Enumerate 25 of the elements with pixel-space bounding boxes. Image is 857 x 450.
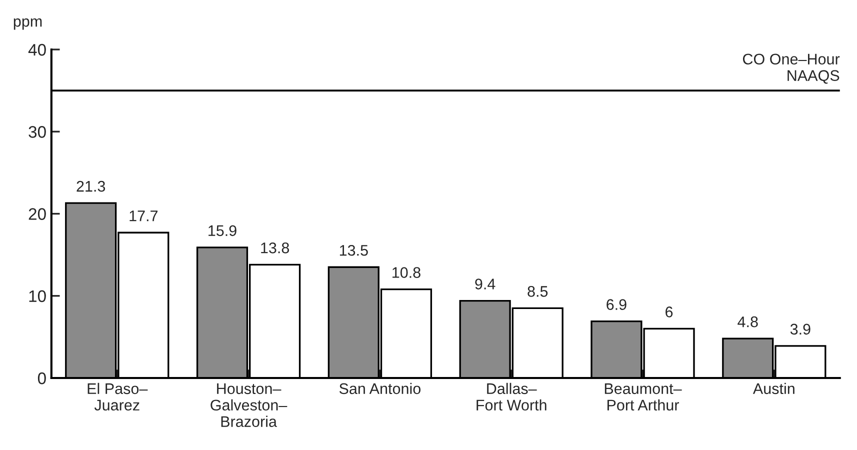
x-tick-label: Houston– Galveston– Brazoria: [210, 383, 288, 427]
y-tick-label: 0: [38, 372, 46, 384]
x-tick-label: San Antonio: [339, 382, 420, 394]
data-label: 10.8: [392, 267, 420, 278]
y-axis-title: ppm: [14, 18, 42, 30]
data-label: 21.3: [76, 180, 106, 192]
data-label: 6.9: [606, 299, 626, 310]
y-tick-label: 40: [28, 44, 46, 56]
data-label: 3.9: [790, 324, 810, 335]
data-label: 4.8: [738, 316, 758, 328]
x-tick-label: Beaumont– Port Arthur: [604, 383, 682, 411]
y-tick-label: 30: [28, 126, 46, 138]
data-label: 13.5: [340, 244, 368, 256]
data-label: 9.4: [475, 278, 496, 290]
data-label: 13.8: [261, 242, 290, 254]
x-tick-label: Austin: [752, 382, 794, 394]
x-tick-label: Dallas– Fort Worth: [476, 382, 546, 411]
data-label: 8.5: [528, 286, 548, 297]
y-tick-label: 20: [28, 208, 46, 220]
x-tick-label: El Paso– Juarez: [88, 382, 148, 411]
data-label: 6: [666, 306, 673, 318]
ref-line-label: CO One–Hour NAAQS: [742, 54, 840, 84]
y-tick-label: 10: [29, 290, 46, 302]
data-label: 15.9: [208, 225, 236, 236]
data-label: 17.7: [130, 210, 158, 222]
